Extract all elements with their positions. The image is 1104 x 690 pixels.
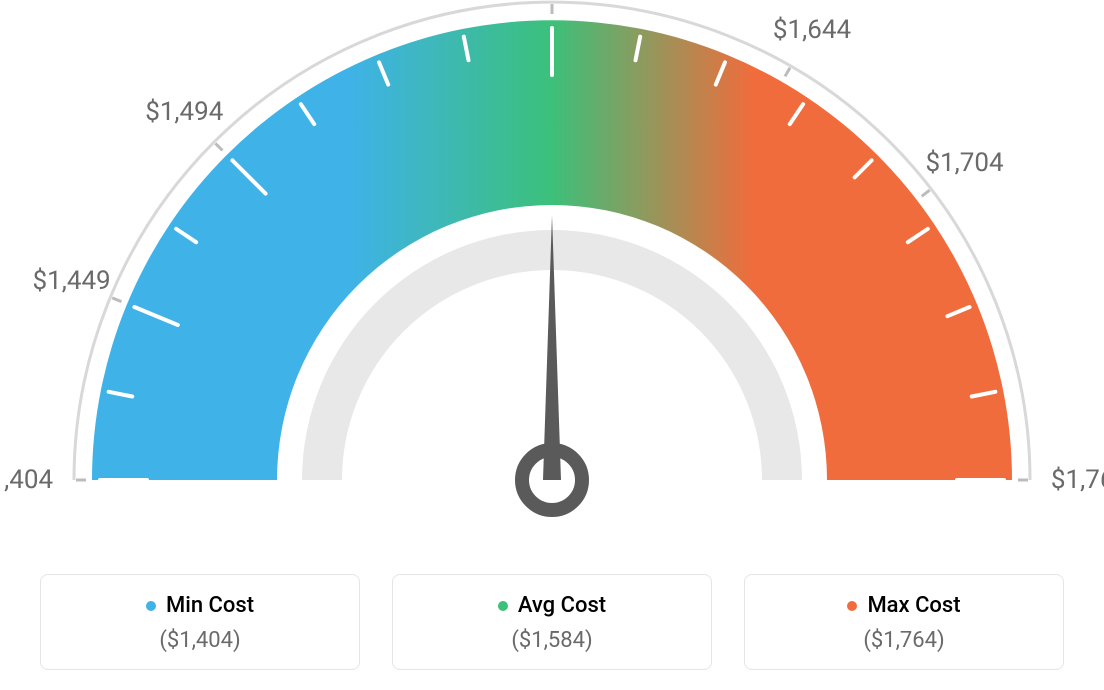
gauge-tick-label: $1,494	[145, 97, 223, 127]
legend-card-max: Max Cost ($1,764)	[744, 574, 1064, 670]
gauge-tick-label: $1,404	[0, 465, 53, 495]
gauge-tick-label: $1,449	[32, 266, 110, 296]
gauge-tick-label: $1,644	[773, 15, 851, 45]
outer-tick-major	[922, 190, 930, 196]
legend-title-avg: Avg Cost	[498, 593, 606, 618]
outer-tick-major	[215, 143, 222, 150]
legend-title-max: Max Cost	[847, 593, 960, 618]
legend-title-min: Min Cost	[146, 593, 254, 618]
outer-tick-major	[785, 68, 790, 77]
legend-title-text: Min Cost	[166, 593, 254, 618]
legend-value-min: ($1,404)	[61, 628, 339, 653]
gauge-svg	[0, 0, 1104, 540]
gauge-tick-label: $1,704	[925, 148, 1003, 178]
legend-title-text: Max Cost	[867, 593, 960, 618]
dot-icon	[847, 601, 857, 611]
legend-value-avg: ($1,584)	[413, 628, 691, 653]
outer-tick-major	[112, 298, 121, 302]
dot-icon	[498, 601, 508, 611]
gauge-tick-label: $1,764	[1051, 465, 1104, 495]
gauge-area: $1,404$1,449$1,494$1,584$1,644$1,704$1,7…	[0, 0, 1104, 540]
legend-row: Min Cost ($1,404) Avg Cost ($1,584) Max …	[0, 574, 1104, 670]
legend-card-min: Min Cost ($1,404)	[40, 574, 360, 670]
legend-value-max: ($1,764)	[765, 628, 1043, 653]
chart-container: $1,404$1,449$1,494$1,584$1,644$1,704$1,7…	[0, 0, 1104, 690]
legend-card-avg: Avg Cost ($1,584)	[392, 574, 712, 670]
legend-title-text: Avg Cost	[518, 593, 606, 618]
dot-icon	[146, 601, 156, 611]
